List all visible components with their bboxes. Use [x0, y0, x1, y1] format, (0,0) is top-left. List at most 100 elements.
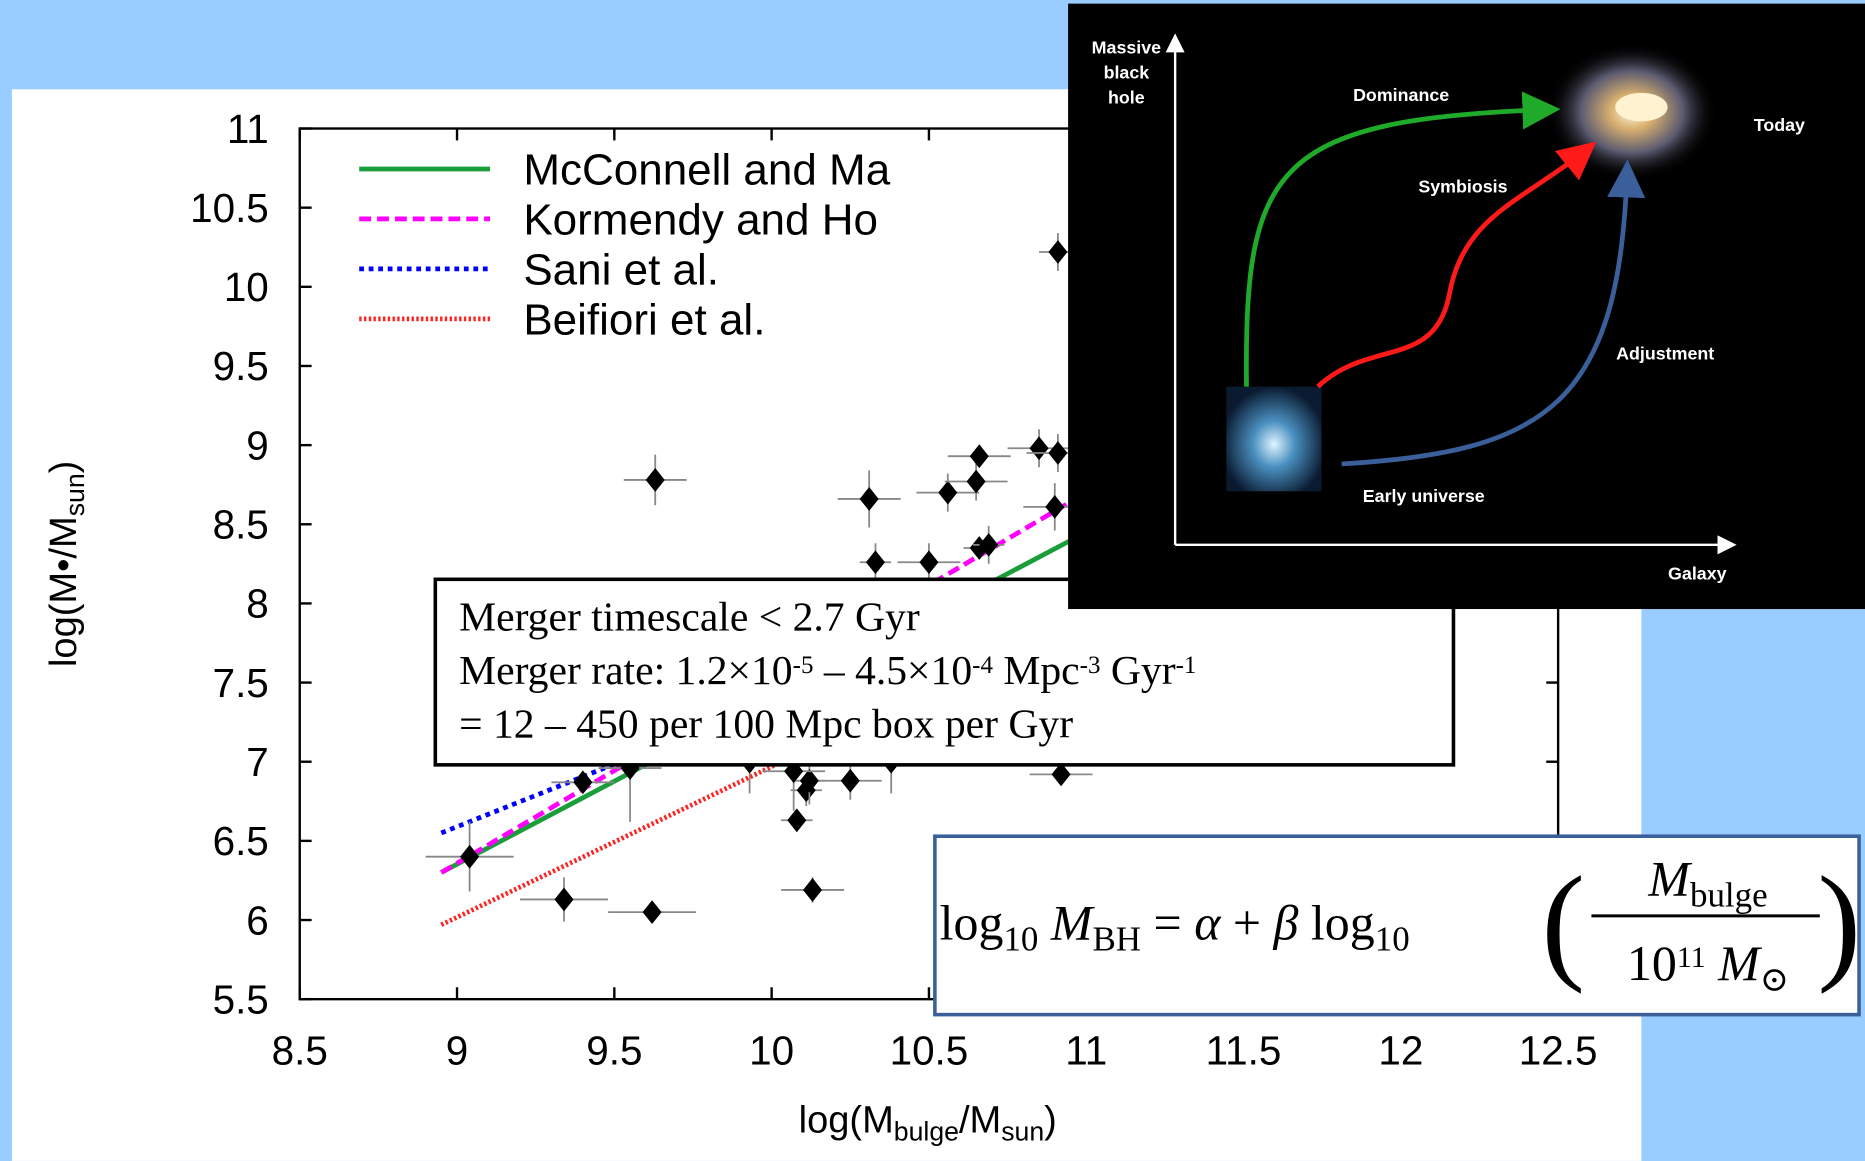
x-tick-label: 9 — [446, 1028, 469, 1074]
data-point — [799, 768, 819, 793]
equation-left-part: log — [1298, 895, 1374, 951]
y-tick-label: 11 — [227, 106, 269, 152]
diagram-y-label: Massive — [1092, 38, 1161, 58]
y-tick-label: 9 — [246, 422, 268, 468]
note-line: Merger timescale < 2.7 Gyr — [459, 594, 920, 640]
note-line-part: -4 — [972, 652, 993, 679]
note-line-part: Gyr — [1100, 648, 1175, 694]
path-label: Adjustment — [1616, 343, 1714, 363]
note-box — [433, 577, 1456, 767]
equation-left-part: + — [1220, 895, 1273, 951]
note-line-part: -3 — [1080, 652, 1101, 679]
equation-box — [933, 834, 1861, 1017]
diagram-bg — [1068, 3, 1865, 610]
y-tick-label: 10 — [224, 264, 269, 310]
arrow-adjustment — [1341, 159, 1646, 467]
x-tick-label: 10.5 — [890, 1028, 969, 1074]
equation-left-part: 10 — [1003, 919, 1038, 958]
legend-label: Sani et al. — [523, 245, 719, 294]
equation-denominator-part: ⊙ — [1760, 960, 1789, 999]
equation-denominator-part — [1706, 935, 1718, 991]
equation-numerator: Mbulge — [1647, 851, 1767, 915]
y-tick-label: 6 — [246, 897, 268, 943]
note-line: Merger rate: 1.2×10-5 – 4.5×10-4 Mpc-3 G… — [459, 648, 1196, 694]
data-point — [969, 444, 989, 469]
equation-left-part: α — [1194, 895, 1222, 951]
arrow-symbiosis — [1316, 141, 1597, 389]
data-point — [840, 768, 860, 793]
note-line-part: Merger rate: 1.2×10 — [459, 648, 793, 694]
galaxy-today-core — [1615, 92, 1668, 122]
x-axis-label: log(Mbulge/Msun) — [799, 1099, 1057, 1146]
diagram-y-label: hole — [1108, 88, 1145, 108]
x-tick-label: 8.5 — [272, 1028, 328, 1074]
equation-left: log10 MBH = α + β log10 — [940, 895, 1410, 959]
equation-left-part — [1038, 895, 1050, 951]
note-line-part: = 12 – 450 per 100 Mpc box per Gyr — [459, 702, 1073, 748]
data-point — [865, 550, 885, 575]
end-label: Today — [1754, 115, 1805, 135]
data-point — [642, 900, 662, 925]
data-point — [859, 487, 879, 511]
y-tick-label: 5.5 — [213, 976, 269, 1022]
start-label: Early universe — [1363, 486, 1485, 506]
x-axis-label-part: log(M — [799, 1099, 894, 1141]
equation-left-part: log — [940, 895, 1004, 951]
diagram-y-label: black — [1104, 63, 1150, 83]
legend-label: Beifiori et al. — [523, 295, 765, 344]
equation-left-part: = — [1141, 895, 1194, 951]
data-point — [1048, 240, 1068, 264]
data-point — [979, 532, 999, 557]
equation-paren: ( — [1541, 850, 1585, 995]
data-point — [1045, 494, 1065, 519]
legend-label: McConnell and Ma — [523, 145, 890, 194]
y-axis-label: log(M•/Msun) — [43, 461, 90, 667]
equation-left-part: BH — [1092, 919, 1141, 958]
x-axis-label-part: /M — [959, 1099, 1001, 1141]
x-tick-label: 11.5 — [1206, 1028, 1282, 1074]
plot: 8.5 9 9.5 10 10.5 11 11.5 12 12.5 5.5 6 6.5 7 7.5 8 8.5… — [43, 106, 1597, 1147]
note-line-part: – 4.5×10 — [813, 648, 972, 694]
x-axis-label-part: ) — [1044, 1099, 1057, 1141]
x-axis-label-part: bulge — [894, 1116, 959, 1146]
equation-denominator: 1011 M⊙ — [1627, 935, 1789, 999]
y-tick-label: 9.5 — [213, 343, 269, 389]
x-tick-label: 12 — [1378, 1028, 1423, 1074]
equation-denominator-part: 10 — [1627, 935, 1677, 991]
path-label: Dominance — [1353, 85, 1449, 105]
y-axis-label-part: sun — [60, 473, 90, 516]
y-tick-label: 7 — [246, 739, 268, 785]
equation-paren: ) — [1817, 850, 1861, 995]
diagram: Massive black hole Galaxy Dominance Symbiosis… — [1068, 3, 1865, 610]
equation-numerator-part: M — [1647, 851, 1692, 907]
y-tick-label: 6.5 — [213, 818, 269, 864]
x-tick-label: 9.5 — [586, 1028, 642, 1074]
equation-denominator-part: M — [1717, 935, 1762, 991]
x-tick-label: 12.5 — [1519, 1028, 1598, 1074]
y-axis-label-part: ) — [43, 461, 85, 474]
note-line-part: -1 — [1176, 652, 1197, 679]
y-tick-label: 10.5 — [190, 185, 269, 231]
equation-denominator-part: 11 — [1677, 941, 1706, 974]
overlay: Merger timescale < 2.7 Gyr Merger rate: 1… — [433, 3, 1865, 1017]
note-line-part: -5 — [793, 652, 814, 679]
y-axis-label-part: log(M•/M — [43, 516, 85, 667]
equation-left-part: 10 — [1375, 919, 1410, 958]
arrow-dominance — [1244, 91, 1561, 387]
x-axis-label-part: sun — [1001, 1116, 1044, 1146]
data-point — [803, 878, 823, 902]
data-point — [460, 844, 480, 869]
x-tick-label: 11 — [1065, 1028, 1107, 1074]
note-line-part: Mpc — [993, 648, 1080, 694]
y-tick-label: 7.5 — [213, 660, 269, 706]
y-tick-label: 8 — [246, 581, 268, 627]
equation-left-part: β — [1273, 895, 1299, 951]
equation-left-part: M — [1050, 895, 1095, 951]
path-label: Symbiosis — [1418, 177, 1507, 197]
x-tick-label: 10 — [749, 1028, 794, 1074]
legend-label: Kormendy and Ho — [523, 195, 878, 244]
note-line: = 12 – 450 per 100 Mpc box per Gyr — [459, 702, 1073, 748]
diagram-x-label: Galaxy — [1668, 563, 1727, 583]
